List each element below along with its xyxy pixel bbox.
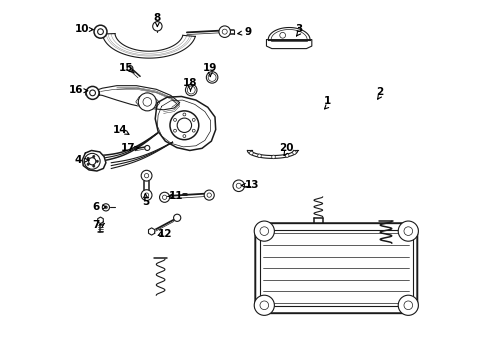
Polygon shape: [247, 150, 297, 158]
Circle shape: [187, 86, 195, 94]
Circle shape: [206, 193, 211, 197]
Circle shape: [173, 118, 176, 121]
Circle shape: [260, 301, 268, 310]
Text: 9: 9: [244, 27, 251, 37]
Circle shape: [162, 195, 166, 199]
Circle shape: [397, 221, 418, 241]
Circle shape: [173, 129, 176, 132]
Text: 10: 10: [74, 24, 89, 34]
Polygon shape: [95, 86, 179, 110]
Polygon shape: [155, 96, 215, 150]
Circle shape: [204, 190, 214, 200]
Text: 11: 11: [168, 191, 183, 201]
Text: 18: 18: [183, 78, 197, 88]
Circle shape: [249, 151, 253, 155]
Polygon shape: [98, 217, 103, 224]
Circle shape: [208, 73, 216, 81]
Circle shape: [183, 113, 185, 116]
Circle shape: [94, 25, 107, 38]
Circle shape: [170, 111, 199, 140]
Text: 8: 8: [153, 13, 161, 23]
Circle shape: [138, 93, 156, 111]
Text: 14: 14: [113, 125, 127, 135]
Circle shape: [192, 129, 195, 132]
Circle shape: [144, 174, 148, 178]
Circle shape: [93, 156, 95, 158]
Text: 19: 19: [203, 63, 217, 73]
Circle shape: [192, 118, 195, 121]
Text: 20: 20: [278, 143, 292, 153]
Circle shape: [89, 90, 95, 96]
Circle shape: [271, 155, 275, 159]
Polygon shape: [148, 228, 154, 235]
Circle shape: [104, 206, 107, 209]
Circle shape: [232, 180, 244, 192]
Circle shape: [177, 118, 191, 132]
Circle shape: [292, 151, 296, 154]
Circle shape: [206, 72, 218, 83]
Circle shape: [87, 163, 89, 165]
Polygon shape: [102, 33, 195, 58]
Text: 16: 16: [69, 85, 83, 95]
Circle shape: [86, 86, 99, 99]
Text: 5: 5: [142, 197, 149, 207]
Circle shape: [127, 66, 133, 71]
Circle shape: [403, 227, 412, 235]
Circle shape: [84, 153, 100, 169]
Circle shape: [209, 75, 214, 80]
Circle shape: [254, 221, 274, 241]
Circle shape: [403, 301, 412, 310]
Circle shape: [87, 157, 89, 159]
Text: 15: 15: [118, 63, 133, 73]
Circle shape: [141, 190, 152, 201]
Text: 12: 12: [158, 229, 172, 239]
Circle shape: [236, 183, 241, 188]
Text: 2: 2: [375, 87, 382, 97]
Circle shape: [144, 193, 148, 197]
Polygon shape: [82, 150, 106, 171]
Circle shape: [142, 98, 151, 106]
Circle shape: [96, 160, 98, 162]
Circle shape: [222, 29, 227, 34]
Circle shape: [98, 29, 103, 35]
Circle shape: [219, 26, 230, 37]
Circle shape: [285, 154, 288, 157]
Text: 13: 13: [244, 180, 259, 190]
Circle shape: [159, 192, 169, 202]
Circle shape: [144, 145, 149, 150]
Circle shape: [152, 22, 162, 31]
Polygon shape: [266, 40, 311, 49]
Circle shape: [93, 165, 95, 167]
Circle shape: [141, 170, 152, 181]
Text: 7: 7: [92, 220, 100, 230]
Circle shape: [183, 135, 185, 138]
Circle shape: [397, 295, 418, 315]
Circle shape: [260, 227, 268, 235]
Polygon shape: [268, 27, 309, 40]
Polygon shape: [255, 223, 416, 313]
Circle shape: [173, 214, 181, 221]
Polygon shape: [136, 94, 160, 109]
Circle shape: [185, 84, 197, 96]
Text: 3: 3: [294, 24, 302, 34]
Circle shape: [254, 295, 274, 315]
Circle shape: [102, 204, 109, 211]
Text: 1: 1: [323, 96, 330, 106]
Circle shape: [279, 32, 285, 38]
Text: 17: 17: [121, 143, 136, 153]
Circle shape: [188, 87, 193, 93]
Text: 4: 4: [74, 155, 81, 165]
Circle shape: [88, 158, 96, 165]
Circle shape: [257, 154, 261, 158]
Text: 6: 6: [92, 202, 100, 212]
